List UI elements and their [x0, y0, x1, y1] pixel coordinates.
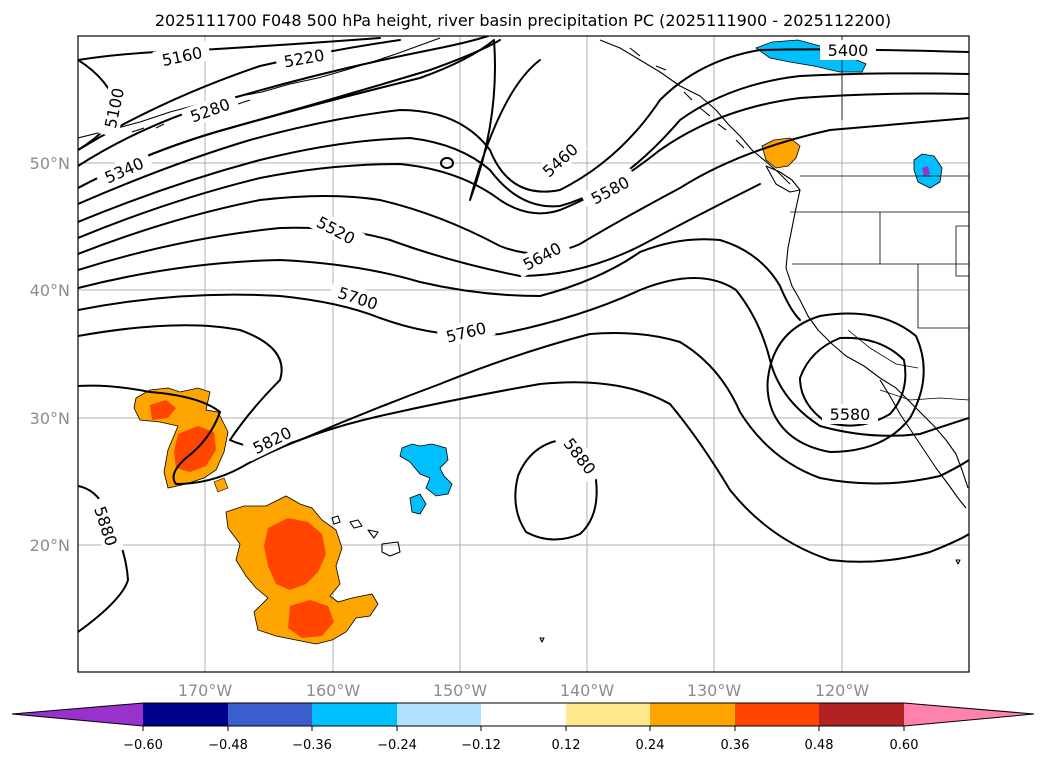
- coastlines: [78, 37, 969, 643]
- colorbar-extend-high: [904, 703, 1034, 726]
- colorbar-tick-label: −0.48: [208, 738, 248, 753]
- colorbar-tick-label: −0.60: [123, 738, 163, 753]
- map-title: 2025111700 F048 500 hPa height, river ba…: [155, 11, 891, 30]
- contour-small-high: [440, 157, 454, 169]
- contour-5760: [78, 324, 969, 485]
- contour-5640: [78, 238, 801, 321]
- colorbar: −0.60 −0.48 −0.36 −0.24 −0.12 0.12 0.24 …: [11, 702, 1035, 753]
- lon-label: 130°W: [687, 681, 742, 700]
- colorbar-tick-label: 0.24: [636, 738, 665, 753]
- lat-label: 40°N: [30, 281, 70, 300]
- contour-5280: [78, 36, 489, 167]
- lat-label: 20°N: [30, 536, 70, 555]
- graticule: [78, 36, 969, 672]
- colorbar-swatch: [143, 703, 228, 726]
- colorbar-tick-label: 0.36: [721, 738, 750, 753]
- colorbar-swatch: [312, 703, 397, 726]
- contour-5700: [78, 277, 969, 437]
- colorbar-tick-label: 0.60: [890, 738, 919, 753]
- lon-label: 150°W: [433, 681, 488, 700]
- map-frame: [77, 35, 970, 673]
- contour-label: 5580: [830, 405, 871, 424]
- map-area: 5160 5220 5100 5280 5340 5400 5460 5580 …: [78, 36, 969, 672]
- lon-label: 170°W: [178, 681, 233, 700]
- longitude-labels: 170°W 160°W 150°W 140°W 130°W 120°W: [178, 681, 870, 700]
- colorbar-tick-label: 0.48: [805, 738, 834, 753]
- lon-label: 120°W: [815, 681, 870, 700]
- contour-5460: [78, 92, 969, 239]
- lat-label: 30°N: [30, 409, 70, 428]
- precip-negative-area-canada: [755, 39, 867, 73]
- colorbar-swatch: [397, 703, 481, 726]
- lon-label: 140°W: [560, 681, 615, 700]
- colorbar-tick-label: −0.36: [292, 738, 332, 753]
- lon-label: 160°W: [306, 681, 361, 700]
- colorbar-swatch: [650, 703, 735, 726]
- precip-negative-area-hawaii: [399, 443, 453, 497]
- colorbar-swatch: [735, 703, 819, 726]
- contour-5220: [78, 39, 401, 151]
- colorbar-tick-label: 0.12: [552, 738, 581, 753]
- colorbar-swatch: [819, 703, 904, 726]
- colorbar-tick-label: −0.24: [377, 738, 417, 753]
- contour-5400: [78, 48, 969, 205]
- colorbar-swatch: [566, 703, 650, 726]
- lat-label: 50°N: [30, 154, 70, 173]
- colorbar-swatch: [228, 703, 312, 726]
- colorbar-swatch: [481, 703, 566, 726]
- contour-label: 5400: [828, 41, 869, 60]
- colorbar-tick-label: −0.12: [461, 738, 501, 753]
- contour-5580-north: [78, 183, 761, 277]
- contour-5880-west: [78, 485, 129, 633]
- colorbar-extend-low: [12, 703, 143, 726]
- precip-strong-area-dateline: [150, 400, 176, 420]
- contour-5820: [78, 381, 969, 563]
- precip-strong-area-hawaii: [264, 518, 326, 590]
- latitude-labels: 50°N 40°N 30°N 20°N: [30, 154, 70, 555]
